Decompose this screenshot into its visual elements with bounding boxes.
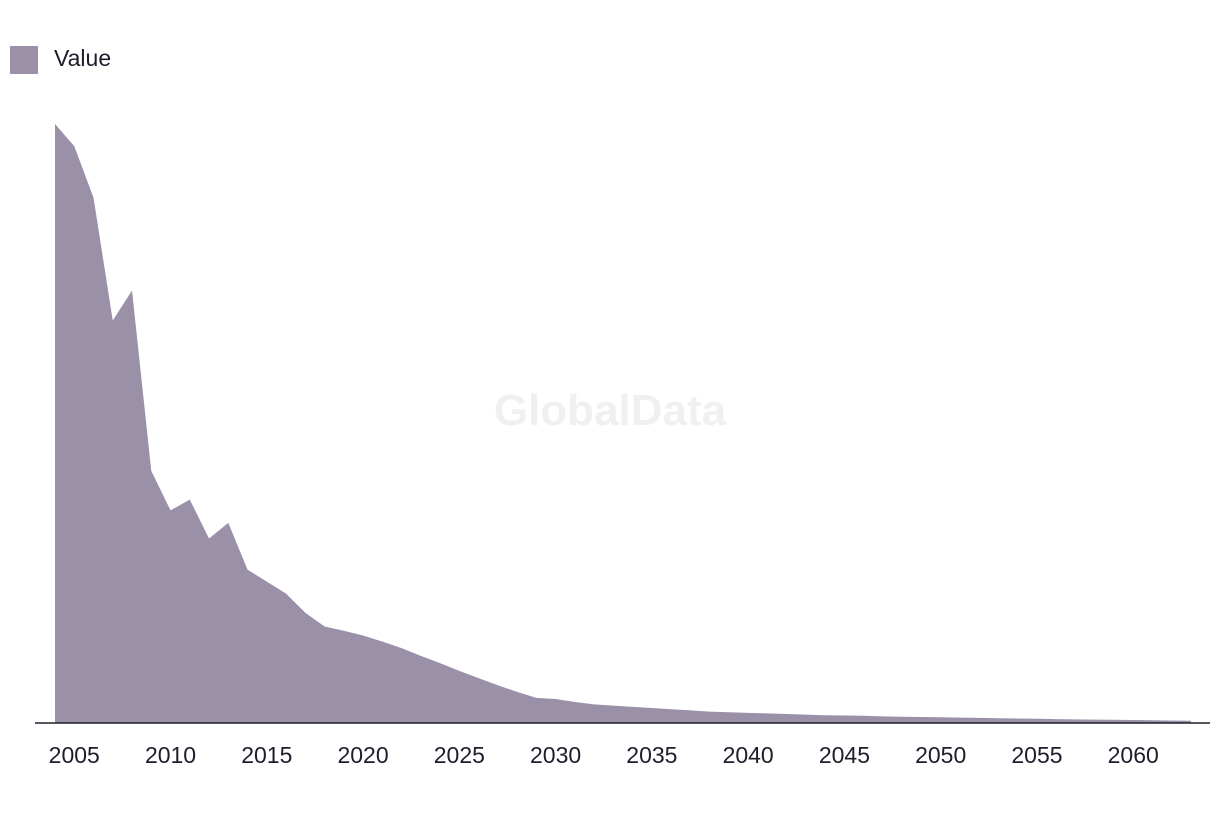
legend: Value <box>10 45 111 74</box>
x-tick-label: 2015 <box>241 742 292 768</box>
x-tick-label: 2005 <box>49 742 100 768</box>
x-tick-label: 2050 <box>915 742 966 768</box>
x-tick-label: 2060 <box>1108 742 1159 768</box>
area-series-0 <box>55 124 1191 723</box>
x-tick-label: 2020 <box>337 742 388 768</box>
watermark-text: GlobalData <box>494 386 727 435</box>
plot-area <box>55 124 1191 723</box>
x-axis-ticks: 2005 2010 2015 2020 2025 2030 2035 2040 2045 2050… <box>49 742 1159 768</box>
legend-swatch-value <box>10 46 38 74</box>
x-tick-label: 2025 <box>434 742 485 768</box>
legend-label-value: Value <box>54 45 111 71</box>
x-tick-label: 2010 <box>145 742 196 768</box>
x-tick-label: 2040 <box>723 742 774 768</box>
x-tick-label: 2055 <box>1011 742 1062 768</box>
x-tick-label: 2045 <box>819 742 870 768</box>
x-tick-label: 2030 <box>530 742 581 768</box>
x-tick-label: 2035 <box>626 742 677 768</box>
